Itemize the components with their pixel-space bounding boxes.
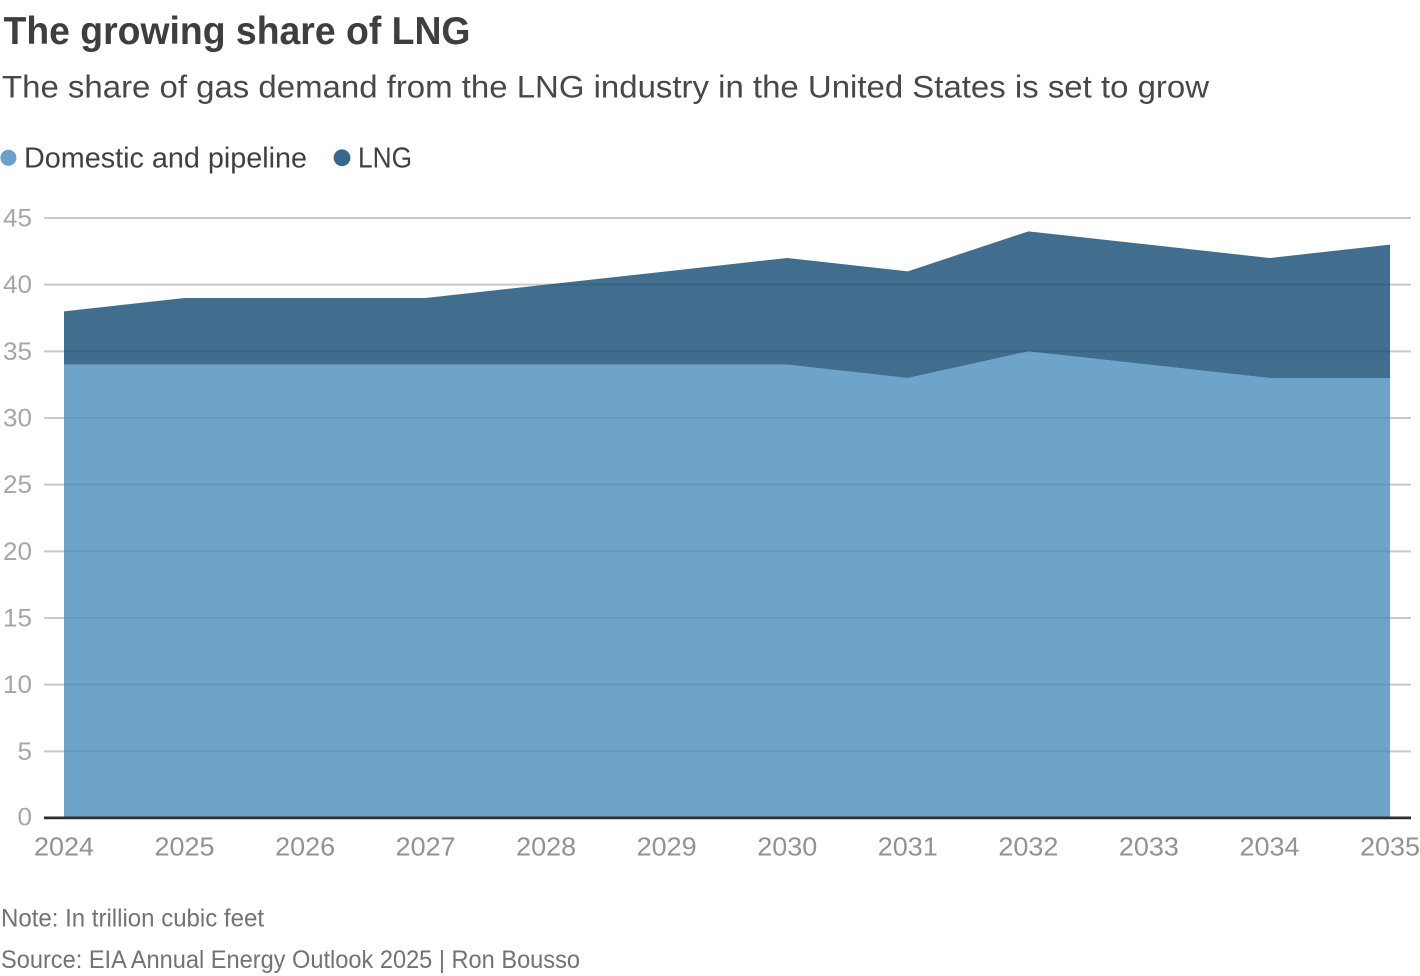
svg-text:15: 15 — [3, 605, 32, 633]
svg-text:35: 35 — [3, 338, 32, 366]
svg-text:The share of gas demand from t: The share of gas demand from the LNG ind… — [2, 69, 1209, 105]
svg-text:LNG: LNG — [358, 143, 412, 175]
svg-text:2028: 2028 — [516, 832, 576, 862]
svg-text:The growing share of LNG: The growing share of LNG — [4, 10, 471, 53]
svg-text:Domestic and pipeline: Domestic and pipeline — [24, 143, 307, 175]
svg-text:2025: 2025 — [155, 832, 215, 862]
svg-text:25: 25 — [3, 471, 32, 499]
svg-text:2034: 2034 — [1240, 832, 1300, 862]
svg-text:0: 0 — [18, 804, 33, 832]
svg-text:2031: 2031 — [878, 832, 938, 862]
svg-text:30: 30 — [3, 405, 32, 433]
svg-text:Source: EIA Annual Energy Outl: Source: EIA Annual Energy Outlook 2025 |… — [1, 946, 580, 974]
svg-text:2035: 2035 — [1360, 832, 1420, 862]
svg-text:40: 40 — [3, 271, 32, 299]
svg-text:2024: 2024 — [34, 832, 94, 862]
svg-text:2032: 2032 — [998, 832, 1058, 862]
svg-text:2029: 2029 — [637, 832, 697, 862]
svg-text:2030: 2030 — [757, 832, 817, 862]
svg-text:2027: 2027 — [396, 832, 456, 862]
svg-text:20: 20 — [3, 538, 32, 566]
svg-text:5: 5 — [18, 738, 33, 766]
svg-text:2026: 2026 — [275, 832, 335, 862]
svg-text:Note: In trillion cubic feet: Note: In trillion cubic feet — [1, 905, 264, 933]
svg-text:2033: 2033 — [1119, 832, 1179, 862]
svg-text:10: 10 — [3, 671, 32, 699]
svg-text:45: 45 — [3, 205, 32, 233]
